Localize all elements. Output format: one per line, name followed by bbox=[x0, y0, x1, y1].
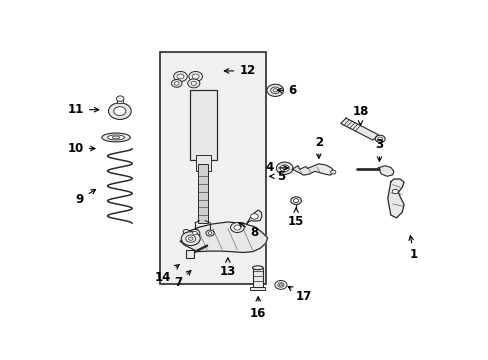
Circle shape bbox=[189, 229, 200, 237]
Bar bbox=[117, 99, 123, 103]
Ellipse shape bbox=[102, 133, 130, 142]
Circle shape bbox=[290, 197, 301, 204]
Text: 17: 17 bbox=[287, 287, 312, 303]
Circle shape bbox=[205, 230, 214, 236]
Polygon shape bbox=[246, 210, 262, 223]
Circle shape bbox=[250, 214, 258, 219]
Circle shape bbox=[183, 229, 189, 234]
Circle shape bbox=[272, 89, 277, 92]
Text: 9: 9 bbox=[76, 189, 96, 206]
Circle shape bbox=[277, 283, 284, 287]
Circle shape bbox=[192, 74, 199, 79]
Circle shape bbox=[173, 72, 187, 81]
Bar bbox=[189, 90, 216, 159]
Circle shape bbox=[114, 107, 126, 116]
Circle shape bbox=[276, 162, 292, 174]
Circle shape bbox=[185, 235, 195, 242]
Circle shape bbox=[282, 167, 286, 170]
Bar bbox=[159, 51, 265, 284]
Polygon shape bbox=[340, 118, 378, 140]
Polygon shape bbox=[180, 222, 267, 252]
Text: 3: 3 bbox=[375, 138, 383, 161]
Circle shape bbox=[377, 137, 382, 140]
Text: 4: 4 bbox=[264, 161, 288, 175]
Text: 14: 14 bbox=[154, 265, 179, 284]
Text: 1: 1 bbox=[408, 236, 417, 261]
Text: 18: 18 bbox=[352, 105, 368, 125]
Bar bbox=[195, 156, 210, 171]
Circle shape bbox=[191, 81, 196, 85]
Text: 6: 6 bbox=[277, 84, 296, 97]
Circle shape bbox=[293, 199, 298, 203]
Circle shape bbox=[188, 237, 193, 240]
Circle shape bbox=[391, 189, 398, 194]
Circle shape bbox=[188, 72, 202, 81]
Text: 2: 2 bbox=[314, 135, 322, 158]
Circle shape bbox=[374, 135, 385, 143]
Text: 11: 11 bbox=[67, 103, 99, 116]
Circle shape bbox=[171, 80, 182, 87]
Text: 10: 10 bbox=[67, 142, 95, 155]
Circle shape bbox=[279, 284, 282, 286]
Bar bbox=[198, 164, 208, 223]
Text: 13: 13 bbox=[219, 258, 236, 278]
Text: 8: 8 bbox=[238, 223, 258, 239]
Text: 7: 7 bbox=[174, 270, 190, 289]
Circle shape bbox=[330, 170, 335, 174]
Polygon shape bbox=[378, 166, 393, 176]
Circle shape bbox=[181, 232, 200, 246]
Circle shape bbox=[230, 222, 244, 233]
Circle shape bbox=[116, 96, 124, 102]
Circle shape bbox=[233, 225, 240, 230]
Text: 5: 5 bbox=[269, 170, 285, 183]
Circle shape bbox=[187, 79, 200, 88]
Bar bbox=[252, 268, 263, 288]
Circle shape bbox=[274, 280, 286, 289]
Circle shape bbox=[192, 231, 197, 235]
Circle shape bbox=[280, 165, 289, 172]
Ellipse shape bbox=[112, 136, 120, 139]
Ellipse shape bbox=[107, 135, 124, 140]
Circle shape bbox=[108, 103, 131, 120]
Text: 12: 12 bbox=[224, 64, 255, 77]
Circle shape bbox=[208, 232, 211, 234]
Circle shape bbox=[177, 74, 183, 79]
Circle shape bbox=[266, 84, 283, 96]
Polygon shape bbox=[292, 164, 333, 175]
Circle shape bbox=[174, 82, 179, 85]
Polygon shape bbox=[387, 179, 403, 218]
Ellipse shape bbox=[252, 266, 263, 270]
Bar bbox=[250, 287, 265, 291]
Text: 16: 16 bbox=[249, 297, 266, 320]
Circle shape bbox=[270, 87, 279, 94]
Text: 15: 15 bbox=[287, 208, 304, 228]
